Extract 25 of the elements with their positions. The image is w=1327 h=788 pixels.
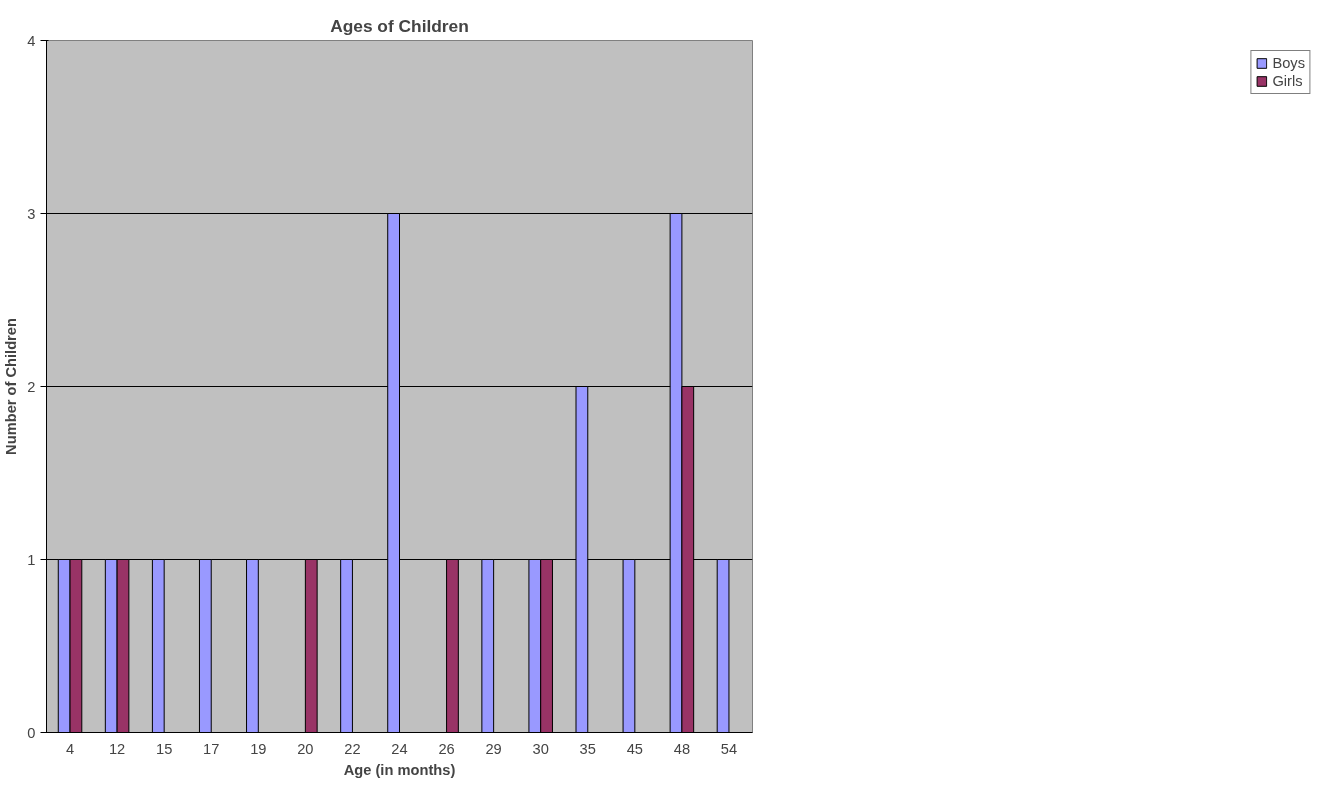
y-tick-label: 1 <box>27 551 36 568</box>
chart-title: Ages of Children <box>330 15 469 36</box>
y-tick-label: 2 <box>27 378 36 395</box>
x-tick-label: 20 <box>297 740 314 757</box>
x-tick-label: 30 <box>532 740 549 757</box>
legend-label: Boys <box>1272 55 1305 71</box>
x-tick-label: 26 <box>438 740 455 757</box>
x-tick-label: 15 <box>156 740 173 757</box>
x-tick-label: 45 <box>626 740 643 757</box>
x-axis-title: Age (in months) <box>343 761 456 778</box>
x-tick-label: 4 <box>65 740 75 757</box>
x-tick-label: 29 <box>485 740 502 757</box>
legend-label: Girls <box>1272 73 1303 89</box>
x-tick-label: 35 <box>579 740 596 757</box>
y-tick-label: 0 <box>27 724 36 741</box>
x-tick-label: 19 <box>250 740 267 757</box>
y-tick-label: 4 <box>27 32 36 49</box>
x-tick-label: 54 <box>720 740 738 757</box>
x-tick-label: 22 <box>344 740 361 757</box>
x-tick-label: 17 <box>203 740 220 757</box>
x-tick-label: 12 <box>108 740 126 757</box>
x-tick-label: 24 <box>391 740 408 757</box>
y-tick-label: 3 <box>27 205 36 222</box>
y-axis-title: Number of Children <box>3 318 20 455</box>
x-tick-label: 48 <box>673 740 691 757</box>
